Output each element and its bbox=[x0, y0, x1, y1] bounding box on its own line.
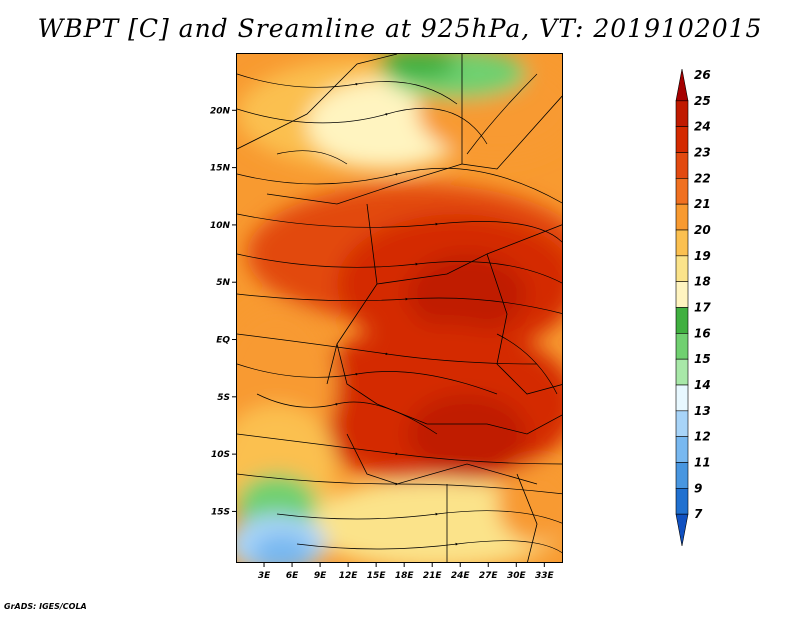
colorbar-level-label: 15 bbox=[694, 352, 711, 366]
colorbar-level-label: 11 bbox=[694, 456, 711, 470]
lat-tick-label: 10N bbox=[210, 221, 231, 231]
colorbar-level-label: 26 bbox=[694, 68, 711, 82]
colorbar-box bbox=[675, 178, 689, 205]
colorbar-level-label: 25 bbox=[694, 94, 711, 108]
credit-footer: GrADS: IGES/COLA bbox=[4, 602, 87, 611]
lon-tick-label: 6E bbox=[286, 571, 299, 581]
colorbar-box bbox=[675, 229, 689, 257]
colorbar-boxes bbox=[675, 68, 689, 547]
lon-tick-label: 18E bbox=[395, 571, 415, 581]
colorbar-box bbox=[675, 255, 689, 282]
country-borders bbox=[237, 54, 562, 562]
colorbar-level-label: 21 bbox=[694, 197, 711, 211]
colorbar-level-label: 18 bbox=[694, 275, 711, 289]
colorbar-box bbox=[675, 462, 689, 489]
colorbar-box bbox=[675, 100, 689, 127]
colorbar: 26 25 24 23 22 21 20 19 18 17 16 15 14 13 12 11 9 7 bbox=[675, 68, 711, 547]
lon-tick-label: 15E bbox=[367, 571, 387, 581]
lat-tick-label: 15N bbox=[210, 164, 231, 174]
colorbar-labels: 26 25 24 23 22 21 20 19 18 17 16 15 14 13 12 11 9 7 bbox=[694, 68, 711, 521]
colorbar-box bbox=[675, 488, 689, 515]
lon-tick-labels: 3E 6E 9E 12E 15E 18E 21E 24E 27E 30E 33E bbox=[258, 563, 555, 581]
colorbar-box bbox=[675, 333, 689, 360]
colorbar-box bbox=[675, 513, 689, 547]
lat-tick-label: 5S bbox=[217, 393, 230, 403]
wbpt-field-shading bbox=[237, 54, 562, 562]
colorbar-box bbox=[675, 126, 689, 153]
lon-tick-label: 30E bbox=[507, 571, 527, 581]
lon-tick-label: 21E bbox=[423, 571, 443, 581]
lon-tick-label: 9E bbox=[314, 571, 327, 581]
colorbar-box bbox=[675, 384, 689, 412]
colorbar-level-label: 7 bbox=[694, 507, 703, 521]
colorbar-box bbox=[675, 307, 689, 334]
lon-tick-label: 24E bbox=[451, 571, 471, 581]
lon-tick-label: 33E bbox=[535, 571, 555, 581]
colorbar-box bbox=[675, 358, 689, 386]
colorbar-level-label: 22 bbox=[694, 171, 711, 185]
lat-tick-label: 10S bbox=[211, 450, 230, 460]
lat-tick-label: 5N bbox=[216, 278, 230, 288]
map-title: WBPT [C] and Sreamline at 925hPa, VT: 20… bbox=[37, 14, 763, 43]
colorbar-box bbox=[675, 436, 689, 463]
colorbar-level-label: 16 bbox=[694, 326, 711, 340]
lon-tick-label: 12E bbox=[339, 571, 359, 581]
wbpt-map bbox=[236, 53, 563, 563]
colorbar-box bbox=[675, 68, 689, 102]
lon-tick-label: 27E bbox=[479, 571, 499, 581]
colorbar-level-label: 13 bbox=[694, 404, 711, 418]
lat-tick-labels: 20N 15N 10N 5N EQ 5S 10S 15S bbox=[210, 106, 236, 517]
map-field bbox=[237, 54, 562, 562]
colorbar-level-label: 14 bbox=[694, 378, 711, 392]
colorbar-level-label: 20 bbox=[694, 223, 711, 237]
colorbar-box bbox=[675, 203, 689, 231]
colorbar-level-label: 23 bbox=[694, 146, 711, 160]
colorbar-level-label: 24 bbox=[694, 120, 711, 134]
colorbar-level-label: 17 bbox=[694, 301, 711, 315]
streamlines bbox=[237, 73, 562, 554]
lon-tick-label: 3E bbox=[258, 571, 271, 581]
colorbar-level-label: 19 bbox=[694, 249, 711, 263]
lat-tick-label: 20N bbox=[210, 106, 231, 116]
lat-tick-label: EQ bbox=[216, 336, 230, 346]
colorbar-level-label: 9 bbox=[694, 481, 702, 495]
colorbar-level-label: 12 bbox=[694, 430, 711, 444]
lat-tick-label: 15S bbox=[211, 507, 230, 517]
colorbar-box bbox=[675, 281, 689, 308]
colorbar-box bbox=[675, 410, 689, 437]
colorbar-box bbox=[675, 152, 689, 179]
